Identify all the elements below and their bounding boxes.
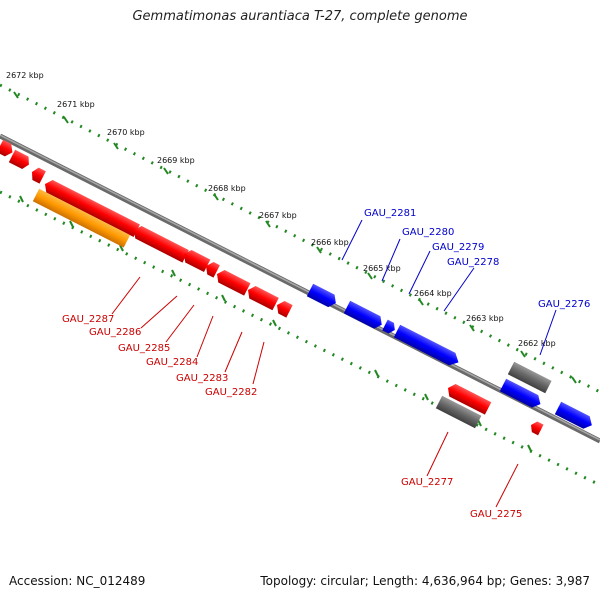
gene-label-gau-2280: GAU_2280 — [402, 227, 454, 238]
gene-label-gau-2283: GAU_2283 — [176, 373, 228, 384]
major-ticks — [13, 91, 577, 452]
label-leader — [165, 304, 195, 343]
major-tick — [265, 220, 271, 228]
label-leader — [196, 315, 214, 358]
forward-gene-feature — [499, 378, 541, 408]
label-leader — [539, 309, 557, 356]
reverse-gene-feature — [32, 167, 46, 184]
label-leader — [140, 295, 178, 329]
major-tick — [113, 142, 119, 150]
forward-gene-feature — [382, 319, 395, 334]
scale-label: 2672 kbp — [6, 71, 44, 80]
gene-label-gau-2275: GAU_2275 — [470, 509, 522, 520]
major-tick — [13, 91, 19, 99]
gene-label-gau-2286: GAU_2286 — [89, 327, 141, 338]
other-feature — [507, 361, 552, 394]
reverse-gene-feature — [277, 301, 293, 318]
gene-label-gau-2279: GAU_2279 — [432, 242, 484, 253]
scale-labels: 2672 kbp 2671 kbp 2670 kbp 2669 kbp 2668… — [6, 71, 556, 348]
major-tick — [520, 350, 526, 358]
reverse-gene-labels: GAU_2287 GAU_2286 GAU_2285 GAU_2284 GAU_… — [62, 314, 522, 520]
major-tick — [367, 272, 373, 280]
reverse-gene-feature — [531, 421, 544, 436]
major-tick — [374, 369, 379, 377]
major-tick — [418, 298, 424, 306]
reverse-gene-feature — [8, 149, 29, 170]
accession-label: Accession: NC_012489 — [9, 574, 146, 588]
label-leader — [426, 431, 449, 477]
reverse-strand-features — [0, 139, 544, 436]
forward-gene-labels: GAU_2281 GAU_2280 GAU_2279 GAU_2278 GAU_… — [364, 208, 590, 310]
major-tick — [571, 376, 577, 384]
other-feature — [435, 395, 482, 429]
forward-gene-feature — [343, 300, 382, 329]
gene-label-gau-2276: GAU_2276 — [538, 299, 590, 310]
major-tick — [316, 246, 322, 254]
major-tick — [213, 193, 219, 201]
scale-label: 2662 kbp — [518, 339, 556, 348]
major-tick — [272, 319, 277, 327]
major-tick — [424, 393, 429, 401]
reverse-gene-feature — [0, 139, 13, 157]
genome-backbone — [0, 133, 600, 444]
label-leader — [408, 250, 431, 295]
map-title: Gemmatimonas aurantiaca T-27, complete g… — [132, 9, 468, 24]
major-tick — [469, 324, 475, 332]
major-tick — [221, 294, 226, 302]
label-leader — [252, 341, 265, 385]
scale-label: 2663 kbp — [466, 314, 504, 323]
scale-label: 2670 kbp — [107, 128, 145, 137]
reverse-gene-feature — [45, 180, 140, 237]
label-leader — [111, 276, 141, 315]
label-leader — [341, 219, 363, 261]
gene-label-gau-2278: GAU_2278 — [447, 257, 499, 268]
scale-label: 2667 kbp — [259, 211, 297, 220]
scale-label: 2668 kbp — [208, 184, 246, 193]
forward-gene-feature — [554, 401, 592, 429]
scale-label: 2664 kbp — [414, 289, 452, 298]
major-tick — [163, 167, 169, 175]
forward-gene-feature — [393, 324, 459, 366]
forward-gene-feature — [306, 283, 336, 308]
scale-label: 2666 kbp — [311, 238, 349, 247]
major-tick — [69, 220, 74, 228]
major-tick — [119, 244, 124, 252]
reverse-gene-feature — [206, 262, 220, 278]
reverse-label-leaders — [111, 276, 519, 508]
major-tick — [171, 269, 176, 277]
gene-label-gau-2282: GAU_2282 — [205, 387, 257, 398]
gene-label-gau-2277: GAU_2277 — [401, 477, 453, 488]
scale-label: 2671 kbp — [57, 100, 95, 109]
major-tick — [63, 116, 69, 124]
gene-label-gau-2281: GAU_2281 — [364, 208, 416, 219]
reverse-gene-feature — [134, 226, 189, 263]
gene-label-gau-2284: GAU_2284 — [146, 357, 198, 368]
reverse-gene-feature — [448, 384, 492, 415]
highlight-feature — [32, 188, 131, 248]
gene-label-gau-2285: GAU_2285 — [118, 343, 170, 354]
label-leader — [495, 463, 519, 508]
major-tick — [19, 195, 24, 203]
scale-label: 2669 kbp — [157, 156, 195, 165]
reverse-gene-feature — [248, 286, 279, 311]
outer-tick-ring — [0, 83, 600, 394]
inner-tick-ring — [0, 190, 600, 487]
label-leader — [381, 238, 401, 282]
reverse-gene-feature — [217, 270, 251, 296]
gene-label-gau-2287: GAU_2287 — [62, 314, 114, 325]
label-leader — [224, 331, 243, 373]
label-leader — [443, 267, 475, 312]
scale-label: 2665 kbp — [363, 264, 401, 273]
genome-summary: Topology: circular; Length: 4,636,964 bp… — [260, 574, 590, 588]
forward-strand-features — [306, 283, 592, 429]
forward-label-leaders — [341, 219, 557, 356]
reverse-gene-feature — [184, 250, 211, 273]
major-tick — [527, 444, 532, 452]
